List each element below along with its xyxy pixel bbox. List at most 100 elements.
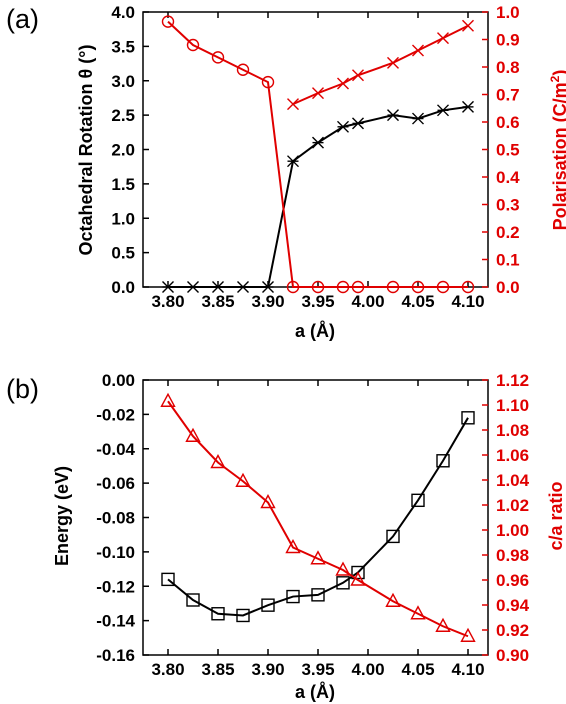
y-tick-label-left-a: 1.5 [111,175,135,194]
y-tick-label-right-a: 1.0 [496,3,520,22]
data-point-a-0 [262,281,274,293]
y-axis-label-right-a-text: Polarisation (C/m [550,82,566,230]
x-tick-label-b: 3.80 [151,660,184,679]
data-point-a-2 [336,280,350,294]
series-line-a-1 [292,24,469,106]
data-point-a-0 [287,155,299,168]
y-tick-label-right-b: 1.00 [496,521,529,540]
y-tick-label-left-a: 0.0 [111,278,135,297]
data-point-a-0 [412,112,424,125]
data-point-b-1 [410,605,426,620]
y-tick-label-right-b: 0.96 [496,571,529,590]
data-point-b-0 [211,607,225,621]
x-tick-label-b: 4.10 [451,660,484,679]
y-tick-label-left-a: 0.5 [111,244,135,263]
data-point-a-2 [311,280,325,294]
x-tick-label-b: 3.85 [201,660,234,679]
data-point-a-2 [436,280,450,294]
y-tick-label-right-a: 0.6 [496,113,520,132]
data-point-a-0 [437,104,449,117]
data-point-b-0 [336,576,350,590]
data-point-a-2 [161,15,175,28]
y-axis-label-right-a: Polarisation (C/m2) [548,70,566,231]
x-tick-label-a: 4.00 [351,292,384,311]
data-point-a-2 [236,63,250,76]
data-point-a-0 [352,117,364,130]
y-tick-label-left-b: -0.16 [96,646,135,665]
data-point-a-2 [351,280,365,294]
x-tick-label-a: 4.05 [401,292,434,311]
tick-group-a: 3.80 3.85 3.90 3.95 4.00 4.05 4.10 0.0 0.5 1.0 1.5… [111,3,520,311]
y-tick-label-right-a: 0.9 [496,31,520,50]
y-axis-label-left-a: Octahedral Rotation θ (°) [76,45,96,256]
data-point-b-0 [311,588,325,602]
y-tick-label-left-a: 2.0 [111,141,135,160]
y-tick-label-right-b: 0.90 [496,646,529,665]
x-tick-label-b: 3.95 [301,660,334,679]
y-tick-label-right-b: 1.10 [496,396,529,415]
x-tick-label-a: 3.95 [301,292,334,311]
data-point-b-0 [461,411,475,425]
y-tick-label-right-a: 0.3 [496,196,520,215]
data-point-a-2 [211,51,225,64]
data-point-a-1 [387,56,399,69]
y-tick-label-left-b: 0.00 [102,371,135,390]
series-line-b-1 [167,400,469,638]
data-point-b-0 [351,565,365,580]
data-point-b-1 [350,571,366,586]
data-point-a-1 [287,98,299,111]
tick-group-b: 3.80 3.85 3.90 3.95 4.00 4.05 4.10 0.00 -0.02 -0.… [96,371,529,679]
x-axis-label-a: a (Å) [295,321,335,341]
panel-b: (b) 3.80 3.85 3.90 3.95 4.00 4.05 4.10 0.00 -0.0… [6,371,566,702]
data-point-b-1 [435,617,451,632]
data-point-a-0 [212,281,224,293]
data-point-b-0 [386,529,400,544]
panel-label-b: (b) [6,374,39,404]
data-point-b-1 [285,539,301,554]
data-point-b-1 [460,627,476,642]
series-group-a [161,15,475,294]
data-point-b-1 [210,454,226,469]
data-point-b-1 [335,561,351,576]
y-tick-label-right-a: 0.0 [496,278,520,297]
y-tick-label-left-b: -0.12 [96,577,135,596]
y-tick-label-right-b: 1.12 [496,371,529,390]
data-point-a-0 [187,281,199,293]
x-tick-label-a: 4.10 [451,292,484,311]
data-point-a-1 [312,87,324,100]
series-group-b [160,392,476,642]
data-point-b-1 [160,392,176,407]
y-tick-label-right-a: 0.7 [496,86,520,105]
y-tick-label-left-a: 4.0 [111,3,135,22]
data-point-a-2 [411,280,425,294]
data-point-a-0 [237,281,249,293]
y-tick-label-right-a: 0.1 [496,251,520,270]
x-tick-label-a: 3.85 [201,292,234,311]
y-tick-label-left-b: -0.06 [96,474,135,493]
y-tick-label-left-a: 3.5 [111,37,135,56]
y-tick-label-left-a: 3.0 [111,72,135,91]
data-point-a-0 [462,100,474,113]
series-line-a-0 [168,105,469,288]
data-point-a-2 [261,75,275,89]
x-tick-label-b: 3.90 [251,660,284,679]
data-point-b-1 [235,472,251,487]
data-point-b-0 [186,593,200,607]
data-point-b-0 [436,454,450,468]
x-axis-label-b: a (Å) [295,682,335,702]
y-tick-label-left-b: -0.02 [96,405,135,424]
y-tick-label-right-b: 1.04 [496,471,530,490]
y-tick-label-left-b: -0.08 [96,509,135,528]
data-point-a-1 [352,69,364,82]
data-point-a-1 [437,32,449,45]
data-point-a-1 [337,77,349,90]
plot-frame-b [142,379,489,656]
data-point-b-0 [286,589,300,604]
data-point-a-0 [162,281,174,293]
data-point-a-0 [312,136,324,149]
panel-label-a: (a) [6,4,39,34]
data-point-a-2 [386,280,400,294]
x-tick-label-b: 4.05 [401,660,434,679]
y-tick-label-right-a: 0.8 [496,58,520,77]
